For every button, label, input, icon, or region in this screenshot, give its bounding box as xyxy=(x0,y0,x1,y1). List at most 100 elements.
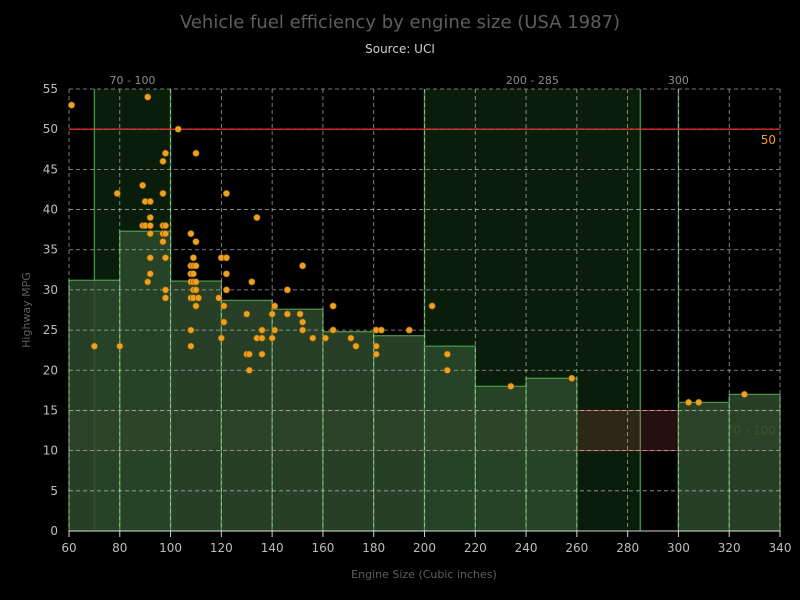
x-tick-label: 300 xyxy=(667,541,690,555)
data-point xyxy=(222,189,230,197)
data-point xyxy=(187,230,195,238)
data-point xyxy=(192,302,200,310)
x-tick-label: 80 xyxy=(112,541,127,555)
data-point xyxy=(187,342,195,350)
x-plot-band-label: 300 xyxy=(668,74,689,87)
data-point xyxy=(258,334,266,342)
data-point xyxy=(299,326,307,334)
data-point xyxy=(222,286,230,294)
histogram-bar xyxy=(474,385,527,532)
y-axis-label: Highway MPG xyxy=(20,272,33,348)
chart-title: Vehicle fuel efficiency by engine size (… xyxy=(180,12,620,33)
data-point xyxy=(139,181,147,189)
x-tick-label: 260 xyxy=(565,541,588,555)
x-tick-label: 100 xyxy=(159,541,182,555)
x-tick-label: 220 xyxy=(464,541,487,555)
x-tick-label: 120 xyxy=(210,541,233,555)
data-point xyxy=(220,318,228,326)
grid xyxy=(68,88,781,532)
data-point xyxy=(144,278,152,286)
data-point xyxy=(695,398,703,406)
data-point xyxy=(192,278,200,286)
y-tick-label: 30 xyxy=(43,283,58,297)
y-plot-lines: 50 xyxy=(69,128,780,147)
data-point xyxy=(245,350,253,358)
y-tick-label: 25 xyxy=(43,323,58,337)
data-point xyxy=(329,326,337,334)
data-point xyxy=(222,270,230,278)
x-axis-label: Engine Size (Cubic inches) xyxy=(351,568,497,581)
data-point xyxy=(372,342,380,350)
y-tick-label: 5 xyxy=(50,484,58,498)
data-point xyxy=(144,93,152,101)
data-point xyxy=(192,149,200,157)
data-point xyxy=(146,254,154,262)
data-point xyxy=(146,214,154,222)
data-point xyxy=(146,270,154,278)
data-point xyxy=(568,374,576,382)
data-point xyxy=(187,326,195,334)
y-tick-label: 10 xyxy=(43,444,58,458)
data-point xyxy=(161,294,169,302)
data-point xyxy=(192,262,200,270)
data-point xyxy=(243,310,251,318)
data-point xyxy=(222,254,230,262)
data-point xyxy=(428,302,436,310)
data-point xyxy=(296,310,304,318)
data-point xyxy=(159,157,167,165)
data-point xyxy=(161,230,169,238)
data-point xyxy=(740,390,748,398)
data-point xyxy=(299,318,307,326)
data-point xyxy=(321,334,329,342)
data-point xyxy=(268,310,276,318)
data-point xyxy=(146,198,154,206)
data-point xyxy=(113,189,121,197)
x-plot-band-label: 70 - 100 xyxy=(109,74,155,87)
data-point xyxy=(372,350,380,358)
x-tick-label: 180 xyxy=(362,541,385,555)
data-point xyxy=(283,286,291,294)
data-point xyxy=(90,342,98,350)
histogram-bar xyxy=(169,280,222,532)
y-tick-label: 55 xyxy=(43,82,58,96)
data-point xyxy=(248,278,256,286)
data-point xyxy=(161,286,169,294)
data-point xyxy=(347,334,355,342)
histogram-bar xyxy=(728,393,781,532)
data-point xyxy=(146,230,154,238)
data-point xyxy=(443,366,451,374)
scatter-points xyxy=(68,93,748,406)
data-point xyxy=(161,149,169,157)
data-point xyxy=(443,350,451,358)
histogram-bar xyxy=(525,377,578,532)
data-point xyxy=(220,302,228,310)
y-plot-line-label: 50 xyxy=(761,133,776,147)
histogram-bar xyxy=(423,345,476,532)
data-point xyxy=(271,326,279,334)
data-point xyxy=(329,302,337,310)
data-point xyxy=(161,222,169,230)
histogram-bar xyxy=(373,335,426,532)
histogram-bar xyxy=(68,279,121,532)
data-point xyxy=(352,342,360,350)
histogram-bar xyxy=(677,401,730,532)
y-tick-label: 50 xyxy=(43,122,58,136)
x-tick-label: 240 xyxy=(515,541,538,555)
y-tick-label: 40 xyxy=(43,203,58,217)
y-tick-label: 15 xyxy=(43,403,58,417)
x-tick-label: 340 xyxy=(769,541,792,555)
data-point xyxy=(116,342,124,350)
data-point xyxy=(192,286,200,294)
x-tick-label: 200 xyxy=(413,541,436,555)
histogram-bar xyxy=(119,230,172,532)
data-point xyxy=(253,214,261,222)
data-point xyxy=(245,366,253,374)
data-point xyxy=(192,238,200,246)
y-tick-label: 35 xyxy=(43,243,58,257)
data-point xyxy=(161,254,169,262)
data-point xyxy=(507,382,515,390)
y-tick-label: 0 xyxy=(50,524,58,538)
x-tick-label: 60 xyxy=(61,541,76,555)
data-point xyxy=(189,254,197,262)
